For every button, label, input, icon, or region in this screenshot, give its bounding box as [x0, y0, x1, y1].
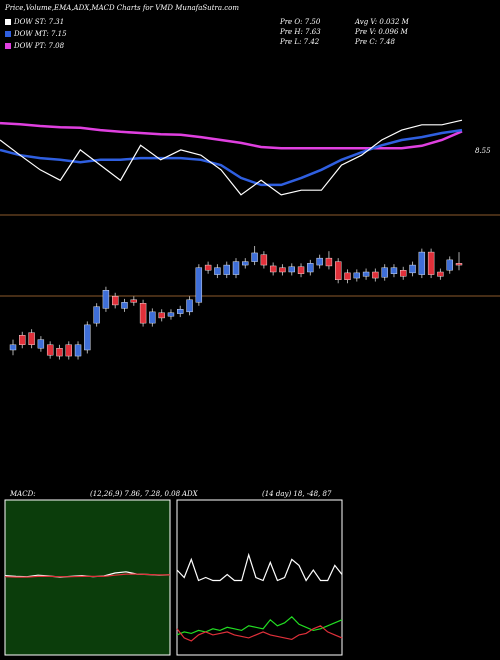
series-line — [176, 552, 343, 582]
candle-body — [177, 309, 184, 314]
stat: Pre O: 7.50 — [279, 18, 321, 26]
candle-body — [65, 344, 72, 357]
stat: Pre V: 0.096 M — [354, 28, 409, 36]
candle-body — [335, 261, 342, 281]
candle-body — [427, 251, 435, 275]
candle-body — [121, 302, 128, 309]
series-line — [176, 615, 343, 636]
candle-body — [455, 263, 463, 266]
candle-body — [112, 296, 119, 306]
candle-body — [149, 311, 156, 324]
stat: Pre L: 7.42 — [279, 38, 320, 46]
candle-body — [260, 254, 268, 266]
stat: Pre H: 7.63 — [279, 28, 321, 36]
candle-body — [195, 267, 203, 303]
candle-body — [19, 335, 26, 345]
legend-swatch — [5, 43, 11, 49]
candle-body — [204, 264, 212, 271]
series-line — [176, 625, 343, 642]
annotation: 8.55 — [475, 147, 491, 155]
candle-body — [56, 348, 63, 357]
stat: Pre C: 7.48 — [354, 38, 395, 46]
panel-title: ADX — [181, 490, 199, 498]
candle-body — [158, 312, 165, 319]
candle-body — [214, 267, 221, 275]
candle-body — [400, 270, 407, 277]
candle-body — [102, 290, 110, 309]
series-line — [0, 128, 463, 187]
candle-body — [446, 259, 453, 271]
panel — [4, 499, 171, 656]
chart-title: Price,Volume,EMA,ADX,MACD Charts for VMD… — [4, 4, 239, 12]
candle-body — [297, 266, 305, 274]
candle-body — [223, 264, 230, 275]
candle-body — [307, 263, 314, 273]
candle-body — [93, 306, 100, 324]
candle-body — [409, 264, 416, 274]
candle-body — [381, 267, 388, 278]
candle-body — [232, 261, 240, 275]
legend-swatch — [5, 31, 11, 37]
panel-subtitle: (14 day) 18, -48, 87 — [262, 490, 332, 498]
panel-title: MACD: — [9, 490, 36, 498]
candle-body — [74, 344, 82, 357]
candle-body — [437, 271, 444, 277]
candle-body — [279, 267, 286, 273]
candle-body — [325, 257, 333, 267]
legend-label: DOW PT: 7.08 — [13, 42, 65, 50]
series-line — [0, 121, 463, 150]
panel-subtitle: (12,26,9) 7.86, 7.28, 0.08 — [90, 490, 181, 498]
candle-body — [316, 257, 323, 266]
legend-swatch — [5, 19, 11, 25]
candle-body — [186, 299, 193, 313]
candle-body — [139, 303, 147, 324]
candle-body — [362, 271, 370, 277]
candle-body — [372, 271, 379, 279]
stat: Avg V: 0.032 M — [354, 18, 410, 26]
series-line — [0, 119, 463, 196]
candle-body — [130, 299, 137, 303]
candle-body — [9, 344, 17, 351]
candle-body — [167, 312, 175, 317]
candle-body — [46, 344, 54, 356]
legend-label: DOW ST: 7.31 — [13, 18, 64, 26]
legend-label: DOW MT: 7.15 — [13, 30, 67, 38]
candle-body — [288, 266, 295, 273]
candle-body — [28, 332, 35, 345]
candle-body — [418, 251, 426, 275]
series-line — [4, 573, 170, 578]
candle-body — [353, 272, 360, 279]
candle-body — [344, 272, 351, 281]
candle-body — [242, 261, 249, 266]
candle-body — [390, 267, 398, 274]
candle-body — [37, 339, 45, 349]
panel — [176, 499, 343, 656]
candle-body — [251, 252, 258, 262]
candle-body — [84, 324, 91, 351]
candle-body — [269, 265, 277, 273]
